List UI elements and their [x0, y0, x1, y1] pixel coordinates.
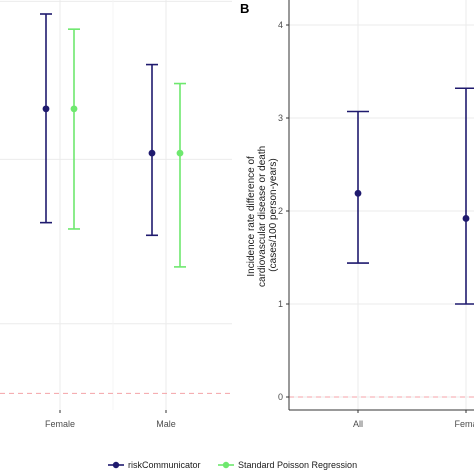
panel-b-y-axis-title-line-2: cardiovascular disease or death [257, 146, 268, 287]
panel-a: Female Male [0, 0, 232, 429]
panel-b-marks [347, 87, 474, 305]
legend-key-point [112, 461, 120, 469]
panel-b-point-estimate [462, 215, 470, 222]
panel-a-x-tick-label: Male [156, 419, 176, 429]
legend-item: riskCommunicator [108, 460, 201, 470]
panel-a-point-estimate [42, 105, 50, 113]
panel-b-tag: B [240, 1, 249, 16]
panel-b-point-estimate [354, 189, 362, 197]
panel-a-point-estimate [176, 149, 184, 157]
legend: riskCommunicator Standard Poisson Regress… [108, 460, 357, 470]
panel-b-x-tick-label: Fema [454, 419, 474, 429]
panel-a-plot-area [0, 0, 232, 410]
panel-a-gridlines [0, 0, 232, 410]
panel-b-y-tick-label: 4 [278, 20, 283, 30]
panel-b-y-tick-label: 3 [278, 113, 283, 123]
panel-a-point-estimate [148, 149, 156, 157]
panel-b-plot-area [289, 0, 474, 410]
panel-b-y-axis-title-line-3: (cases/100 person-years) [268, 158, 279, 271]
panel-b-y-axis-title-line-1: Incidence rate difference of [246, 156, 257, 277]
legend-item: Standard Poisson Regression [218, 460, 357, 470]
panel-b-y-tick-label: 2 [278, 206, 283, 216]
legend-key-point [222, 461, 230, 469]
panel-a-x-tick-labels: Female Male [45, 410, 176, 429]
panel-a-marks [40, 13, 186, 268]
panel-a-point-estimate [70, 105, 78, 113]
legend-label: riskCommunicator [128, 460, 201, 470]
panel-b-y-tick-label: 0 [278, 392, 283, 402]
panel-b: All Fema 0 1 2 3 4 B Incidence rate differenc… [240, 0, 474, 429]
panel-a-x-tick-label: Female [45, 419, 75, 429]
panel-b-y-tick-label: 1 [278, 299, 283, 309]
panel-b-y-axis-title: Incidence rate difference of cardiovascu… [246, 143, 279, 287]
panel-b-x-tick-label: All [353, 419, 363, 429]
legend-label: Standard Poisson Regression [238, 460, 357, 470]
